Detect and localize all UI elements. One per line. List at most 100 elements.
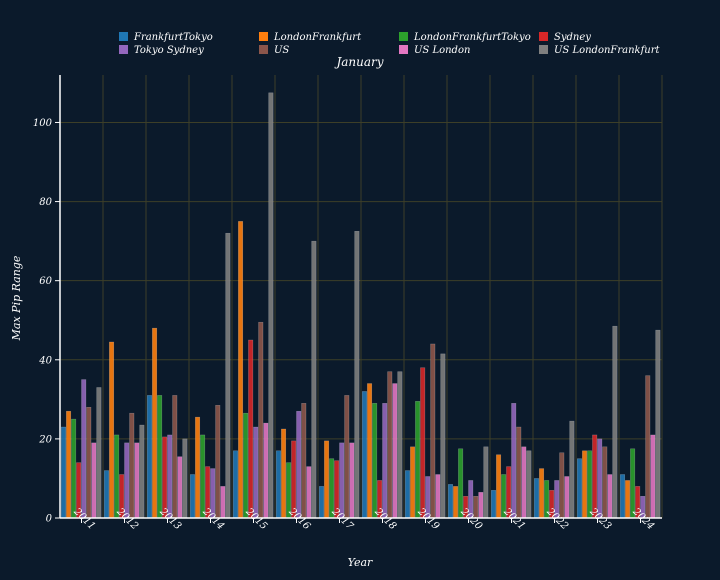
bar[interactable] [104, 470, 109, 519]
bar[interactable] [71, 418, 77, 519]
bar[interactable] [114, 434, 120, 519]
bar[interactable] [177, 456, 183, 519]
bar[interactable] [397, 371, 403, 519]
bar[interactable] [354, 230, 360, 519]
bar[interactable] [301, 403, 307, 519]
bar[interactable] [430, 343, 436, 519]
bar[interactable] [324, 440, 330, 519]
bar[interactable] [564, 476, 570, 519]
bar[interactable] [276, 450, 281, 519]
bar[interactable] [124, 442, 130, 519]
bar[interactable] [534, 478, 539, 519]
bar[interactable] [263, 422, 269, 519]
bar[interactable] [167, 434, 173, 519]
bar[interactable] [91, 442, 97, 519]
bar[interactable] [440, 353, 446, 519]
bar[interactable] [516, 426, 522, 519]
legend-item[interactable]: Sydney [539, 32, 591, 43]
y-tick-label: 20 [38, 434, 52, 445]
legend-item[interactable]: US LondonFrankfurt [539, 45, 661, 56]
bar[interactable] [129, 412, 135, 519]
legend-item[interactable]: US London [399, 45, 470, 56]
bar[interactable] [582, 450, 588, 519]
bar[interactable] [420, 367, 426, 519]
bar[interactable] [372, 403, 378, 519]
bar[interactable] [109, 341, 115, 519]
bar[interactable] [539, 468, 545, 519]
legend-item[interactable]: FrankfurtTokyo [119, 32, 213, 43]
bar[interactable] [483, 446, 489, 519]
bar[interactable] [478, 492, 484, 519]
bar[interactable] [200, 434, 206, 519]
bar[interactable] [319, 486, 324, 519]
bar[interactable] [645, 375, 651, 519]
bar[interactable] [458, 448, 464, 519]
bar[interactable] [620, 474, 625, 519]
bar[interactable] [296, 410, 302, 519]
bar[interactable] [630, 448, 636, 519]
bar[interactable] [491, 490, 496, 519]
bar[interactable] [362, 391, 367, 519]
bar[interactable] [311, 240, 317, 519]
bar[interactable] [81, 379, 87, 519]
bar[interactable] [496, 454, 502, 519]
bar[interactable] [182, 438, 188, 519]
bar[interactable] [435, 474, 441, 519]
bar[interactable] [248, 339, 254, 519]
bar[interactable] [405, 470, 410, 519]
bar[interactable] [96, 387, 102, 519]
legend: FrankfurtTokyo LondonFrankfurt LondonFrank… [119, 32, 661, 56]
bar[interactable] [281, 428, 287, 519]
legend-item[interactable]: Tokyo Sydney [119, 45, 204, 56]
bar[interactable] [387, 371, 393, 519]
legend-item[interactable]: US [259, 45, 289, 56]
bar[interactable] [258, 321, 264, 519]
bar[interactable] [650, 434, 656, 519]
bar[interactable] [625, 480, 631, 519]
bar[interactable] [215, 405, 221, 519]
bar[interactable] [511, 403, 517, 519]
bar[interactable] [344, 395, 350, 519]
bar[interactable] [238, 221, 244, 519]
bar[interactable] [453, 486, 459, 519]
bar[interactable] [587, 450, 593, 519]
bar[interactable] [220, 486, 226, 519]
bar[interactable] [392, 383, 398, 519]
bar[interactable] [225, 232, 231, 519]
bar[interactable] [655, 329, 661, 519]
bar[interactable] [61, 426, 66, 519]
bar[interactable] [134, 442, 140, 519]
bar[interactable] [559, 452, 565, 519]
bar[interactable] [339, 442, 345, 519]
bar[interactable] [597, 438, 603, 519]
legend-item[interactable]: LondonFrankfurt [259, 32, 362, 43]
bar[interactable] [195, 416, 201, 519]
bar[interactable] [410, 446, 416, 519]
bar[interactable] [602, 446, 608, 519]
bar[interactable] [415, 401, 421, 519]
bar[interactable] [157, 395, 163, 519]
bar[interactable] [243, 412, 249, 519]
bar[interactable] [190, 474, 195, 519]
bar[interactable] [147, 395, 152, 519]
bar[interactable] [253, 426, 259, 519]
bar[interactable] [577, 458, 582, 519]
bar[interactable] [367, 383, 373, 519]
bar[interactable] [139, 424, 145, 519]
bar[interactable] [349, 442, 355, 519]
bar[interactable] [612, 325, 618, 519]
bar[interactable] [233, 450, 238, 519]
bar[interactable] [86, 407, 92, 519]
bar[interactable] [268, 92, 274, 519]
bar[interactable] [66, 410, 72, 519]
bar[interactable] [521, 446, 527, 519]
bar[interactable] [306, 466, 312, 519]
bar[interactable] [448, 484, 453, 519]
bar[interactable] [382, 403, 388, 519]
bar[interactable] [526, 450, 532, 519]
bar[interactable] [172, 395, 178, 519]
bar[interactable] [569, 420, 575, 519]
bar[interactable] [152, 327, 158, 519]
bar[interactable] [607, 474, 613, 519]
legend-item[interactable]: LondonFrankfurtTokyo [399, 32, 531, 43]
